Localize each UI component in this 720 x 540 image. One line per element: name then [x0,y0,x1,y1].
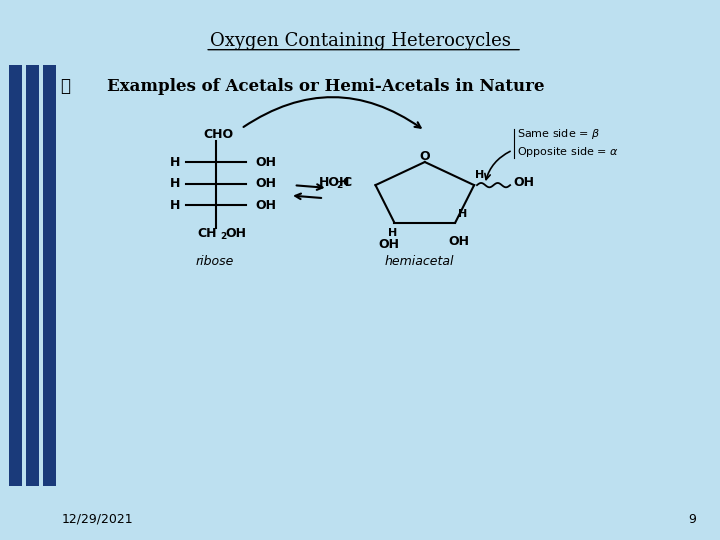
Text: 12/29/2021: 12/29/2021 [61,513,132,526]
Text: ✓: ✓ [60,78,70,95]
Text: OH: OH [449,235,469,248]
Text: H: H [388,228,397,238]
Text: H: H [170,156,180,168]
Text: H: H [170,199,180,212]
Text: Examples of Acetals or Hemi-Acetals in Nature: Examples of Acetals or Hemi-Acetals in N… [107,78,544,95]
Text: OH: OH [513,176,535,189]
Text: H: H [458,210,467,219]
Text: 9: 9 [689,513,696,526]
Text: OH: OH [256,199,276,212]
FancyBboxPatch shape [26,65,39,486]
Text: Oxygen Containing Heterocycles: Oxygen Containing Heterocycles [210,31,510,50]
Text: O: O [420,150,430,163]
FancyBboxPatch shape [43,65,56,486]
Text: C: C [343,176,351,189]
Text: OH: OH [256,177,276,190]
Text: hemiacetal: hemiacetal [385,255,454,268]
Text: Same side = $\beta$: Same side = $\beta$ [517,127,600,141]
Text: H: H [475,171,485,180]
Text: OH: OH [256,156,276,168]
Text: 2: 2 [220,232,227,241]
Text: 2: 2 [337,181,343,190]
Text: OH: OH [378,238,399,251]
Text: CH: CH [197,227,217,240]
Text: ribose: ribose [195,255,234,268]
Text: OH: OH [225,227,246,240]
Text: H: H [170,177,180,190]
Text: Opposite side = $\alpha$: Opposite side = $\alpha$ [517,145,618,159]
Text: CHO: CHO [204,129,234,141]
FancyBboxPatch shape [9,65,22,486]
Text: HOH: HOH [320,176,351,189]
